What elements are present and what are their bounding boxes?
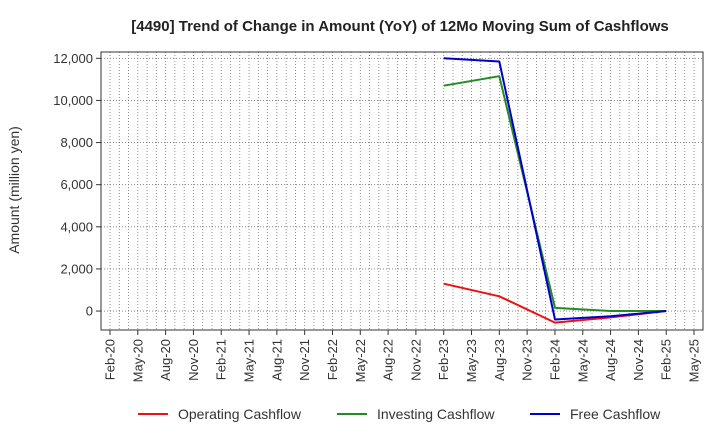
y-tick-label: 10,000 (53, 93, 93, 108)
y-tick-label: 2,000 (60, 261, 93, 276)
series-line-investing-cashflow (443, 75, 667, 312)
x-tick-label: May-20 (130, 339, 145, 382)
x-tick-label: May-24 (575, 339, 590, 382)
x-tick-label: Aug-21 (269, 339, 284, 381)
y-tick-label: 12,000 (53, 51, 93, 66)
legend: Operating Cashflow Investing Cashflow Free… (138, 406, 661, 422)
legend-label: Investing Cashflow (377, 406, 495, 422)
x-tick-label: Feb-20 (103, 339, 118, 380)
y-axis-label: Amount (million yen) (6, 126, 22, 254)
legend-label: Free Cashflow (570, 406, 661, 422)
x-tick-label: Feb-21 (214, 339, 229, 380)
x-tick-label: Nov-24 (631, 339, 646, 381)
x-tick-label: Aug-23 (492, 339, 507, 381)
x-tick-label: May-21 (242, 339, 257, 382)
x-tick-label: May-23 (464, 339, 479, 382)
x-tick-label: Aug-22 (381, 339, 396, 381)
chart-title: [4490] Trend of Change in Amount (YoY) o… (131, 18, 669, 35)
x-tick-label: Aug-20 (158, 339, 173, 381)
x-tick-label: Nov-22 (408, 339, 423, 381)
y-tick-label: 8,000 (60, 135, 93, 150)
grid (101, 52, 703, 330)
series-lines (443, 57, 667, 324)
plot-frame (100, 51, 704, 331)
legend-label: Operating Cashflow (178, 406, 302, 422)
y-tick-label: 4,000 (60, 219, 93, 234)
y-ticks: 0 2,000 4,000 6,000 8,000 10,000 12,000 (53, 51, 101, 319)
y-tick-label: 0 (86, 304, 93, 319)
y-tick-label: 6,000 (60, 177, 93, 192)
series-line-free-cashflow (443, 57, 667, 321)
x-tick-label: Nov-21 (297, 339, 312, 381)
x-tick-label: Feb-22 (325, 339, 340, 380)
x-ticks: Feb-20 May-20 Aug-20 Nov-20 Feb-21 May-21 Aug-… (103, 330, 702, 382)
x-tick-label: May-22 (353, 339, 368, 382)
x-tick-label: May-25 (687, 339, 702, 382)
x-tick-label: Nov-20 (186, 339, 201, 381)
x-tick-label: Aug-24 (603, 339, 618, 381)
x-tick-label: Feb-25 (659, 339, 674, 380)
x-tick-label: Feb-24 (547, 339, 562, 380)
x-tick-label: Nov-23 (520, 339, 535, 381)
x-tick-label: Feb-23 (436, 339, 451, 380)
